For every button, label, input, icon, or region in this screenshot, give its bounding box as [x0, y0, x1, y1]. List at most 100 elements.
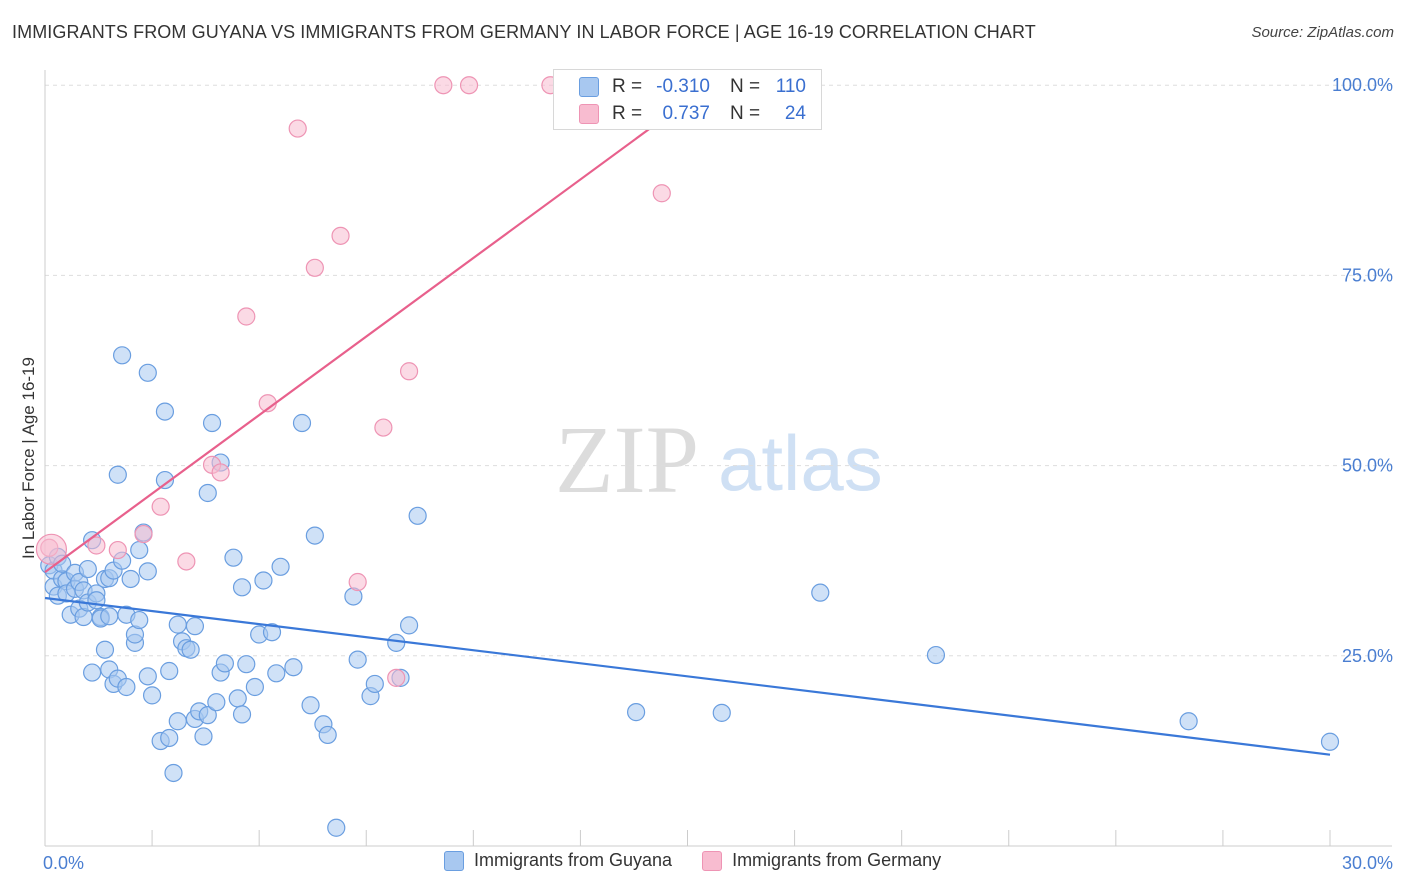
- guyana-point: [926, 645, 946, 665]
- guyana-point: [117, 677, 136, 697]
- guyana-point: [228, 689, 247, 708]
- guyana-point: [155, 402, 175, 421]
- guyana-point: [399, 616, 419, 635]
- guyana-point: [215, 654, 234, 673]
- guyana-point: [267, 664, 286, 683]
- germany-point: [108, 540, 127, 560]
- y-axis-label: In Labor Force | Age 16-19: [19, 357, 38, 559]
- guyana-point: [130, 540, 149, 560]
- guyana-point: [245, 677, 264, 697]
- guyana-point: [185, 617, 205, 636]
- guyana-point: [168, 615, 187, 634]
- germany-swatch: [579, 104, 599, 124]
- guyana-trendline: [44, 596, 1331, 756]
- guyana-point: [284, 658, 303, 677]
- legend-guyana-swatch: [444, 850, 464, 871]
- germany-point: [459, 76, 479, 95]
- x-tick-label: 30.0%: [1342, 853, 1393, 873]
- germany-r-label: R =: [612, 103, 643, 124]
- germany-point: [387, 668, 406, 687]
- guyana-point: [318, 725, 337, 745]
- guyana-point: [262, 623, 282, 642]
- germany-point: [237, 307, 256, 326]
- guyana-point: [1179, 712, 1198, 731]
- guyana-point: [811, 583, 830, 602]
- guyana-point: [181, 640, 200, 659]
- guyana-n-value: 110: [775, 76, 806, 97]
- guyana-point: [194, 727, 213, 746]
- guyana-n-label: N =: [730, 76, 761, 97]
- y-tick-label: 25.0%: [1342, 646, 1393, 666]
- legend-germany-label: Immigrants from Germany: [732, 850, 942, 870]
- guyana-point: [160, 661, 179, 681]
- guyana-point: [198, 706, 217, 725]
- germany-point: [652, 184, 671, 203]
- guyana-point: [327, 818, 346, 837]
- guyana-point: [155, 470, 175, 490]
- guyana-point: [142, 686, 162, 705]
- germany-point: [177, 552, 196, 571]
- tick-labels: 25.0% 50.0% 75.0% 100.0% 0.0% 30.0%: [43, 75, 1393, 873]
- axes: [44, 70, 1392, 847]
- guyana-point: [292, 413, 312, 433]
- germany-trendline: [44, 84, 710, 574]
- guyana-point: [271, 557, 290, 576]
- guyana-point: [138, 363, 157, 382]
- germany-point: [288, 119, 307, 138]
- chart-title: IMMIGRANTS FROM GUYANA VS IMMIGRANTS FRO…: [12, 22, 1036, 42]
- germany-point: [87, 536, 106, 555]
- guyana-point: [83, 663, 102, 682]
- guyana-point: [301, 696, 320, 715]
- germany-point: [399, 362, 419, 381]
- gridlines: [45, 84, 1392, 657]
- guyana-point: [168, 712, 187, 731]
- germany-n-label: N =: [730, 103, 761, 124]
- data-points: [35, 76, 1340, 837]
- x-tick-label: 0.0%: [43, 853, 84, 873]
- germany-point: [374, 418, 393, 437]
- guyana-point: [160, 728, 179, 748]
- guyana-point: [387, 633, 406, 652]
- y-tick-label: 75.0%: [1342, 265, 1393, 285]
- correlation-stats-box: R = -0.310 N = 110 R = 0.737 N = 24: [553, 69, 822, 130]
- guyana-point: [130, 610, 149, 630]
- guyana-point: [112, 346, 132, 365]
- guyana-point: [202, 413, 222, 433]
- guyana-point: [348, 650, 367, 669]
- guyana-point: [237, 655, 256, 674]
- guyana-point: [198, 483, 217, 503]
- guyana-point: [121, 569, 140, 589]
- guyana-swatch: [579, 77, 599, 97]
- legend-guyana-label: Immigrants from Guyana: [474, 850, 673, 870]
- germany-point: [348, 572, 367, 592]
- guyana-point: [207, 693, 226, 712]
- guyana-point: [78, 559, 97, 579]
- trendlines: [44, 84, 1331, 756]
- guyana-point: [1320, 732, 1340, 751]
- guyana-r-value: -0.310: [656, 76, 710, 97]
- y-tick-label: 50.0%: [1342, 456, 1393, 476]
- legend-item-guyana[interactable]: Immigrants from Guyana: [444, 850, 672, 871]
- legend-item-germany[interactable]: Immigrants from Germany: [702, 850, 941, 871]
- guyana-point: [254, 571, 273, 590]
- chart-legend: Immigrants from Guyana Immigrants from G…: [444, 850, 971, 871]
- guyana-point: [87, 591, 106, 610]
- watermark-atlas: atlas: [718, 419, 883, 507]
- germany-point: [331, 226, 350, 245]
- guyana-point: [100, 607, 119, 626]
- guyana-point: [138, 562, 157, 581]
- germany-point: [134, 524, 153, 544]
- guyana-point: [224, 548, 243, 567]
- germany-point: [151, 497, 170, 516]
- guyana-point: [712, 703, 731, 722]
- guyana-point: [408, 506, 427, 525]
- source-credit: Source: ZipAtlas.com: [1251, 24, 1394, 41]
- germany-point: [434, 76, 453, 95]
- guyana-point: [138, 667, 157, 686]
- guyana-point: [305, 526, 324, 545]
- guyana-point: [108, 465, 127, 484]
- germany-r-value: 0.737: [662, 103, 710, 124]
- watermark-zip: ZIP: [555, 406, 699, 513]
- germany-point: [211, 463, 230, 482]
